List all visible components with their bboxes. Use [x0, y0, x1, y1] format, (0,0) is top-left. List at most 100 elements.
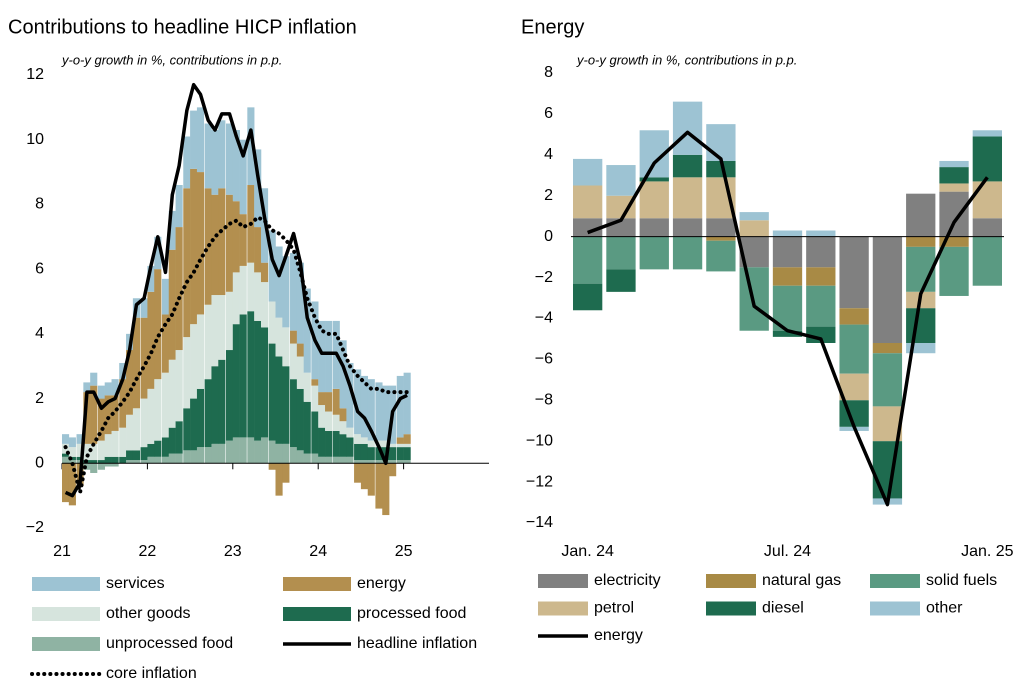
- bar: [332, 388, 340, 415]
- bar: [97, 385, 105, 399]
- bar: [639, 181, 669, 219]
- bar: [332, 430, 340, 457]
- bar: [268, 343, 276, 441]
- bar: [325, 392, 333, 412]
- bar: [140, 460, 148, 464]
- bar: [140, 298, 148, 318]
- legend-swatch: [32, 637, 100, 651]
- bar: [140, 398, 148, 448]
- bar: [360, 437, 369, 444]
- chart-subtitle: y-o-y growth in %, contributions in p.p.: [576, 52, 797, 67]
- legend-label: services: [106, 575, 165, 592]
- bar: [119, 362, 127, 380]
- bar: [303, 453, 311, 464]
- bar: [83, 392, 91, 444]
- bar: [161, 456, 170, 464]
- bar: [318, 405, 326, 428]
- y-tick-label: −4: [535, 310, 553, 327]
- bar: [339, 434, 347, 457]
- bar: [247, 107, 255, 186]
- bar: [225, 440, 234, 464]
- bar: [154, 456, 162, 464]
- bar: [572, 218, 603, 237]
- y-tick-label: 4: [544, 146, 553, 163]
- bar: [375, 463, 383, 509]
- bar: [290, 252, 298, 331]
- bar: [282, 256, 290, 328]
- bar: [303, 372, 311, 402]
- bar: [68, 437, 76, 448]
- bar: [772, 236, 803, 268]
- bar: [111, 456, 119, 464]
- bar: [161, 437, 170, 457]
- bar: [672, 154, 703, 178]
- bar: [111, 379, 119, 396]
- y-tick-label: 10: [26, 131, 44, 148]
- bar: [247, 311, 255, 438]
- bar: [175, 350, 183, 422]
- bar: [396, 437, 404, 444]
- bar: [354, 463, 362, 483]
- bar: [218, 120, 226, 189]
- bar: [806, 230, 836, 237]
- legend-swatch: [706, 601, 756, 616]
- bar: [318, 456, 326, 464]
- y-tick-label: 2: [35, 390, 44, 407]
- bar: [290, 447, 298, 464]
- y-tick-label: 4: [35, 325, 44, 342]
- bar: [154, 379, 162, 441]
- bar: [211, 130, 219, 195]
- bar: [639, 218, 669, 237]
- bar: [111, 463, 119, 467]
- bar: [260, 262, 269, 283]
- bar: [282, 463, 290, 483]
- bar: [183, 450, 191, 464]
- y-tick-label: 12: [26, 66, 44, 83]
- legend-label: other: [926, 600, 963, 617]
- bar: [83, 463, 91, 470]
- bar: [218, 359, 226, 444]
- bar: [389, 447, 397, 461]
- bar: [225, 194, 234, 292]
- bar: [739, 220, 769, 237]
- bar: [247, 262, 255, 312]
- bar: [218, 188, 226, 296]
- bar: [972, 181, 1003, 219]
- bar: [90, 463, 98, 473]
- bar: [382, 385, 390, 441]
- bar: [268, 463, 276, 470]
- bar: [254, 272, 262, 321]
- x-tick-label: 24: [309, 543, 327, 560]
- bar: [396, 443, 404, 448]
- bar: [161, 278, 170, 315]
- bar: [332, 456, 340, 464]
- line-series: [63, 215, 410, 495]
- bar: [396, 447, 404, 461]
- bar: [282, 443, 290, 464]
- bar: [706, 236, 736, 241]
- bar: [239, 139, 247, 215]
- bar: [972, 130, 1003, 137]
- bar: [211, 295, 219, 367]
- bar: [939, 246, 969, 296]
- bar: [354, 369, 362, 435]
- bar: [218, 443, 226, 464]
- bar: [839, 236, 869, 309]
- bar: [346, 362, 354, 428]
- bar: [339, 408, 347, 422]
- y-tick-label: −2: [26, 519, 44, 536]
- legend-swatch: [538, 601, 588, 616]
- bar: [147, 443, 155, 457]
- legend-swatch: [32, 607, 100, 621]
- y-tick-label: −14: [526, 514, 553, 531]
- bar: [296, 262, 304, 344]
- bar: [396, 460, 404, 464]
- bar: [211, 366, 219, 444]
- bar: [239, 265, 247, 315]
- bar: [872, 353, 903, 407]
- bar: [204, 123, 212, 189]
- bar: [126, 450, 134, 461]
- bar: [190, 450, 198, 464]
- bar: [375, 447, 383, 461]
- bar: [311, 385, 319, 412]
